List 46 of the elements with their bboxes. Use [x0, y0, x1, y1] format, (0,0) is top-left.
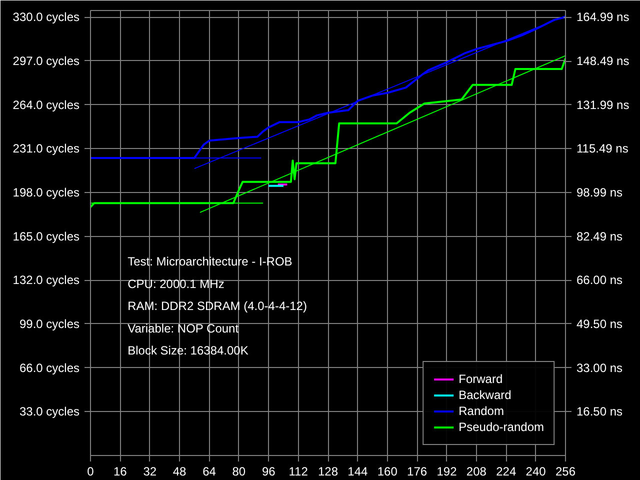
- y2-tick-label: 16.50 ns: [576, 404, 623, 419]
- y-tick-label: 33.0 cycles: [19, 404, 80, 419]
- annotation: Variable: NOP Count: [128, 321, 240, 336]
- y-tick-label: 132.0 cycles: [12, 273, 80, 288]
- y2-tick-label: 98.99 ns: [576, 186, 623, 200]
- y-tick-label: 99.0 cycles: [19, 316, 80, 331]
- x-tick-label: 192: [436, 464, 458, 478]
- y2-tick-label: 131.99 ns: [576, 98, 630, 112]
- x-tick-label: 176: [407, 464, 428, 478]
- x-tick-label: 16: [114, 464, 128, 478]
- annotation: Block Size: 16384.00K: [128, 344, 248, 358]
- y-tick-label: 264.0 cycles: [12, 98, 80, 112]
- x-tick-label: 0: [87, 464, 94, 478]
- y2-tick-label: 66.00 ns: [576, 273, 623, 288]
- y-tick-label: 330.0 cycles: [12, 10, 80, 24]
- x-tick-label: 64: [202, 464, 216, 478]
- x-tick-label: 224: [496, 464, 516, 478]
- y2-tick-label: 33.00 ns: [576, 360, 623, 375]
- y2-tick-label: 148.49 ns: [576, 54, 630, 68]
- y-tick-label: 231.0 cycles: [12, 142, 80, 156]
- y-tick-label: 297.0 cycles: [12, 54, 80, 68]
- legend-label: Random: [458, 404, 504, 418]
- legend-label: Backward: [458, 388, 512, 402]
- y-tick-label: 66.0 cycles: [19, 360, 80, 375]
- x-tick-label: 160: [377, 464, 398, 478]
- x-tick-label: 144: [348, 464, 368, 478]
- annotation: Test: Microarchitecture - I-ROB: [128, 254, 292, 269]
- annotation: RAM: DDR2 SDRAM (4.0-4-4-12): [128, 299, 307, 314]
- annotation: CPU: 2000.1 MHz: [128, 276, 224, 291]
- x-tick-label: 128: [318, 464, 338, 478]
- legend-label: Pseudo-random: [458, 420, 544, 434]
- x-tick-label: 96: [262, 464, 276, 478]
- x-tick-label: 112: [288, 464, 308, 478]
- legend-label: Forward: [458, 372, 503, 386]
- x-tick-label: 32: [143, 464, 157, 478]
- y2-tick-label: 164.99 ns: [576, 10, 630, 24]
- y-tick-label: 198.0 cycles: [12, 185, 80, 200]
- x-tick-label: 256: [555, 464, 576, 478]
- x-tick-label: 48: [172, 464, 187, 478]
- y2-tick-label: 49.50 ns: [576, 316, 623, 331]
- y2-tick-label: 82.49 ns: [576, 229, 623, 244]
- x-tick-label: 208: [466, 464, 487, 478]
- y2-tick-label: 115.49 ns: [576, 142, 628, 156]
- y-tick-label: 165.0 cycles: [12, 229, 80, 244]
- x-tick-label: 240: [526, 464, 546, 478]
- x-tick-label: 80: [232, 464, 246, 478]
